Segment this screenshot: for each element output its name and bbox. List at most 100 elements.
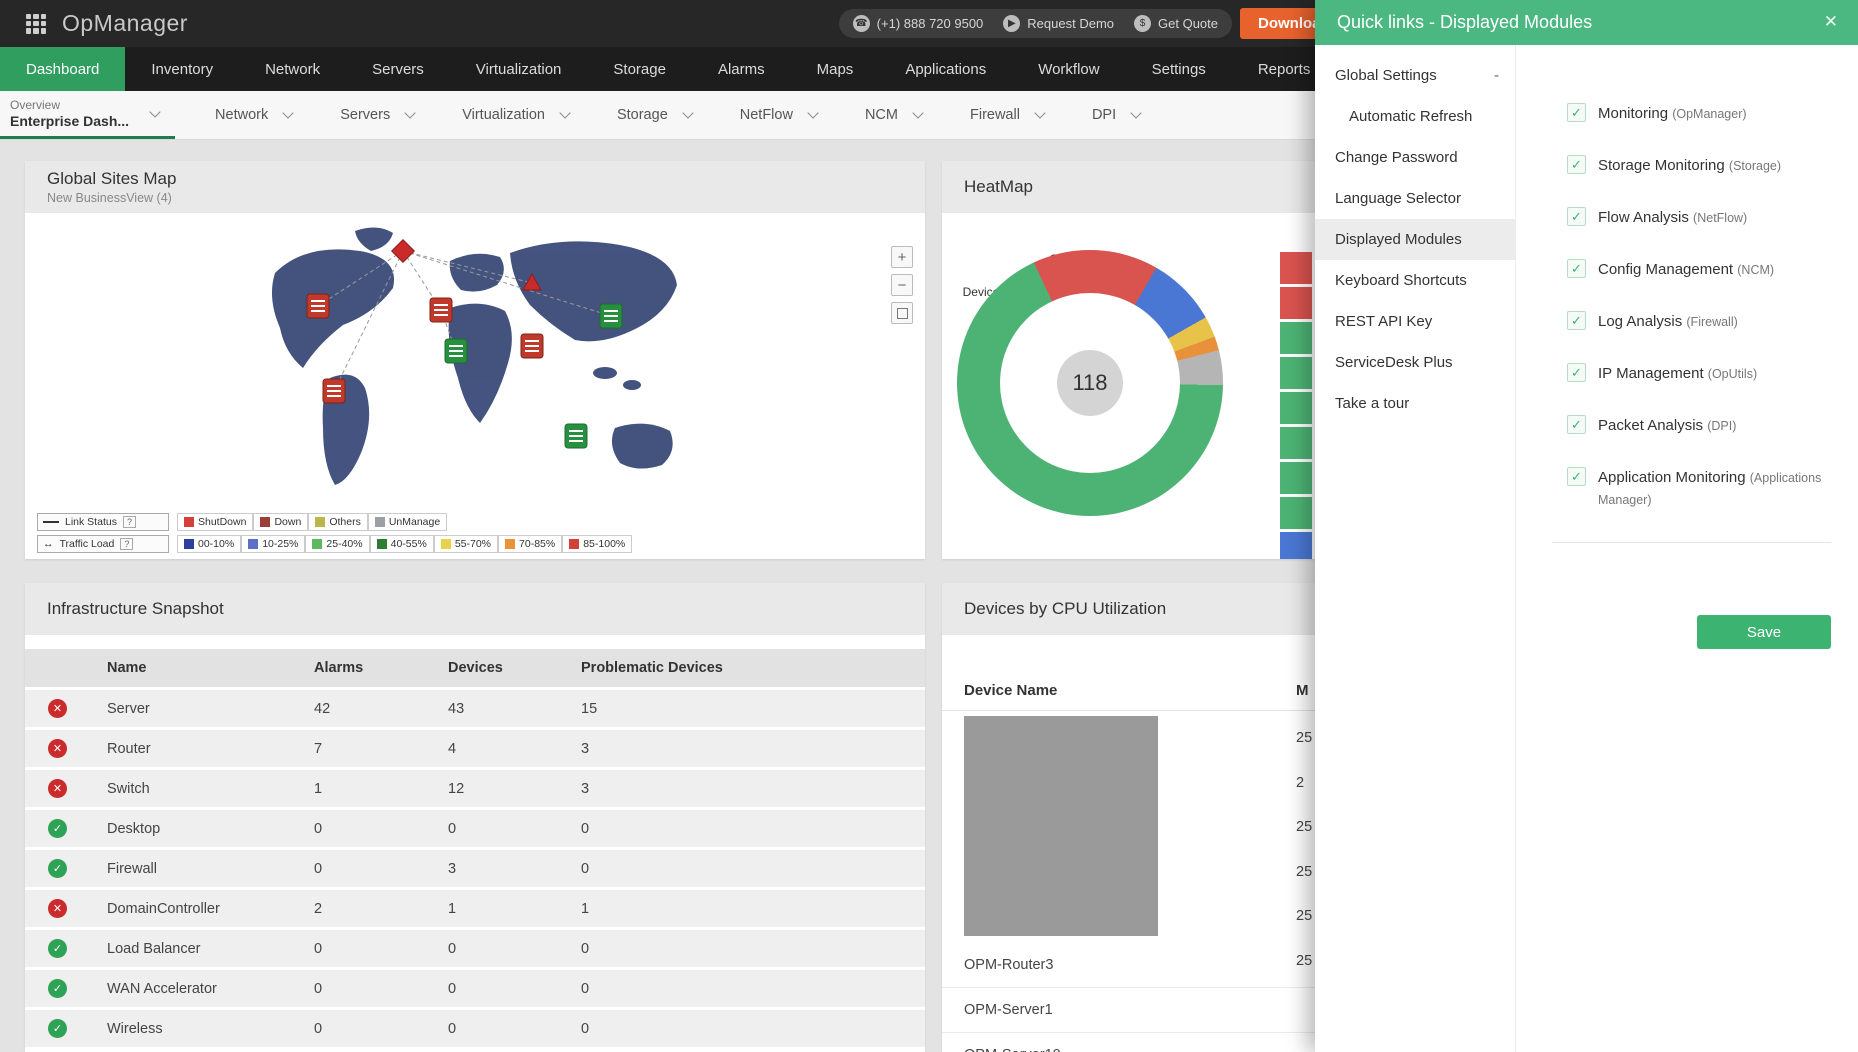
request-demo-button[interactable]: ▶ Request Demo [1003,15,1114,32]
cpu-col-value: M [1296,681,1309,699]
checkbox-checked-icon[interactable]: ✓ [1567,155,1586,174]
subnav-item-label: Servers [340,107,391,123]
zoom-out-button[interactable]: − [891,274,913,296]
map-device-icon[interactable] [306,293,330,319]
devices-count: 12 [448,780,465,797]
checkbox-checked-icon[interactable]: ✓ [1567,363,1586,382]
nav-item-maps[interactable]: Maps [816,60,854,78]
table-row[interactable]: ✕ DomainController 2 1 1 [25,890,925,927]
dashboard-selector[interactable]: Overview Enterprise Dash... [0,91,176,139]
save-button[interactable]: Save [1697,615,1831,649]
nav-item-storage[interactable]: Storage [613,60,666,78]
quick-links-menu-item-take-a-tour[interactable]: Take a tour [1315,383,1515,424]
subnav-item-ncm[interactable]: NCM [865,107,924,123]
get-quote-button[interactable]: $ Get Quote [1134,15,1218,32]
nav-item-settings[interactable]: Settings [1151,60,1206,78]
current-dashboard-name: Enterprise Dash... [10,113,130,129]
checkbox-checked-icon[interactable]: ✓ [1567,415,1586,434]
map-widget-title: Global Sites Map [47,169,177,188]
module-label: Log Analysis (Firewall) [1598,313,1738,330]
nav-item-virtualization[interactable]: Virtualization [475,60,562,78]
nav-item-applications[interactable]: Applications [905,60,987,78]
map-device-icon[interactable] [429,297,453,323]
nav-item-reports[interactable]: Reports [1257,60,1311,78]
devices-count: 0 [448,980,457,997]
map-alert-triangle-icon[interactable] [522,272,542,291]
module-suffix: (Firewall) [1686,315,1738,329]
subnav-item-label: NetFlow [739,107,793,123]
map-site-diamond-icon[interactable] [390,238,416,264]
subnav-item-netflow[interactable]: NetFlow [739,107,819,123]
quick-links-menu-item-automatic-refresh[interactable]: Automatic Refresh [1315,96,1515,137]
zoom-in-button[interactable]: + [891,246,913,268]
legend-item-label: ShutDown [198,516,247,528]
help-icon[interactable]: ? [120,538,134,550]
phone-icon: ☎ [852,15,870,32]
subnav-item-storage[interactable]: Storage [617,107,694,123]
cpu-device-name[interactable]: OPM-Server10 [942,1033,1760,1052]
quick-links-menu-item-global-settings[interactable]: Global Settings - [1315,55,1515,96]
devices-count: 1 [448,900,457,917]
map-device-icons[interactable] [306,238,623,449]
quick-links-menu-item-change-password[interactable]: Change Password [1315,137,1515,178]
subnav-item-dpi[interactable]: DPI [1092,107,1142,123]
cpu-value: 25 [1296,730,1313,747]
cpu-values: 25 2 25 25 25 25 [1296,716,1312,983]
legend-color-swatch [248,539,259,549]
subnav-item-firewall[interactable]: Firewall [970,107,1046,123]
map-device-icon[interactable] [444,338,468,364]
table-row[interactable]: ✓ Firewall 0 3 0 [25,850,925,887]
quick-links-menu-item-displayed-modules[interactable]: Displayed Modules [1315,219,1515,260]
menu-item-label: REST API Key [1335,313,1433,330]
traffic-arrow-icon: ↔ [43,538,54,550]
help-icon[interactable]: ? [122,516,136,528]
status-cell: ✓ [25,939,107,958]
collapse-indicator[interactable]: - [1494,67,1499,84]
legend-color-swatch [376,539,387,549]
checkbox-checked-icon[interactable]: ✓ [1567,467,1586,486]
close-icon[interactable]: ✕ [1823,12,1838,31]
fullscreen-button[interactable] [891,302,913,324]
checkbox-checked-icon[interactable]: ✓ [1567,259,1586,278]
table-row[interactable]: ✕ Server 42 43 15 [25,690,925,727]
subnav-item-virtualization[interactable]: Virtualization [462,107,571,123]
map-device-icon[interactable] [322,378,346,404]
table-row[interactable]: ✓ WAN Accelerator 0 0 0 [25,970,925,1007]
apps-grid-icon[interactable] [26,13,46,34]
nav-item-dashboard[interactable]: Dashboard [0,47,126,91]
map-device-icon[interactable] [564,423,588,449]
module-row: ✓ Config Management (NCM) [1567,259,1822,281]
map-device-icon[interactable] [520,333,544,359]
phone-chip[interactable]: ☎ (+1) 888 720 9500 [852,15,983,32]
quick-links-menu-item-language-selector[interactable]: Language Selector [1315,178,1515,219]
table-row[interactable]: ✓ Load Balancer 0 0 0 [25,930,925,967]
status-donut-chart[interactable] [957,250,1223,516]
map-device-icon[interactable] [599,303,623,329]
checkbox-checked-icon[interactable]: ✓ [1567,103,1586,122]
checkbox-checked-icon[interactable]: ✓ [1567,207,1586,226]
nav-item-servers[interactable]: Servers [372,60,424,78]
menu-item-label: Global Settings [1335,67,1437,84]
nav-item-workflow[interactable]: Workflow [1038,60,1100,78]
quick-links-menu-item-rest-api-key[interactable]: REST API Key [1315,301,1515,342]
module-label: Flow Analysis (NetFlow) [1598,209,1748,226]
table-row[interactable]: ✕ Switch 1 12 3 [25,770,925,807]
world-map[interactable] [25,213,925,503]
quick-links-menu-item-servicedesk-plus[interactable]: ServiceDesk Plus [1315,342,1515,383]
quick-links-menu-item-keyboard-shortcuts[interactable]: Keyboard Shortcuts [1315,260,1515,301]
nav-item-inventory[interactable]: Inventory [151,60,214,78]
legend-item-label: 10-25% [262,538,299,550]
nav-item-network[interactable]: Network [265,60,321,78]
subnav-item-network[interactable]: Network [215,107,294,123]
checkbox-checked-icon[interactable]: ✓ [1567,311,1586,330]
table-row[interactable]: ✓ Wireless 0 0 0 [25,1010,925,1047]
devices-count: 43 [448,700,465,717]
link-status-items: ShutDown Down Others UnManage [177,513,448,531]
legend-item-label: 70-85% [519,538,556,550]
table-row[interactable]: ✓ Desktop 0 0 0 [25,810,925,847]
status-cell: ✓ [25,859,107,878]
table-row[interactable]: ✕ Router 7 4 3 [25,730,925,767]
module-label: IP Management (OpUtils) [1598,365,1758,382]
nav-item-alarms[interactable]: Alarms [717,60,765,78]
subnav-item-servers[interactable]: Servers [340,107,416,123]
